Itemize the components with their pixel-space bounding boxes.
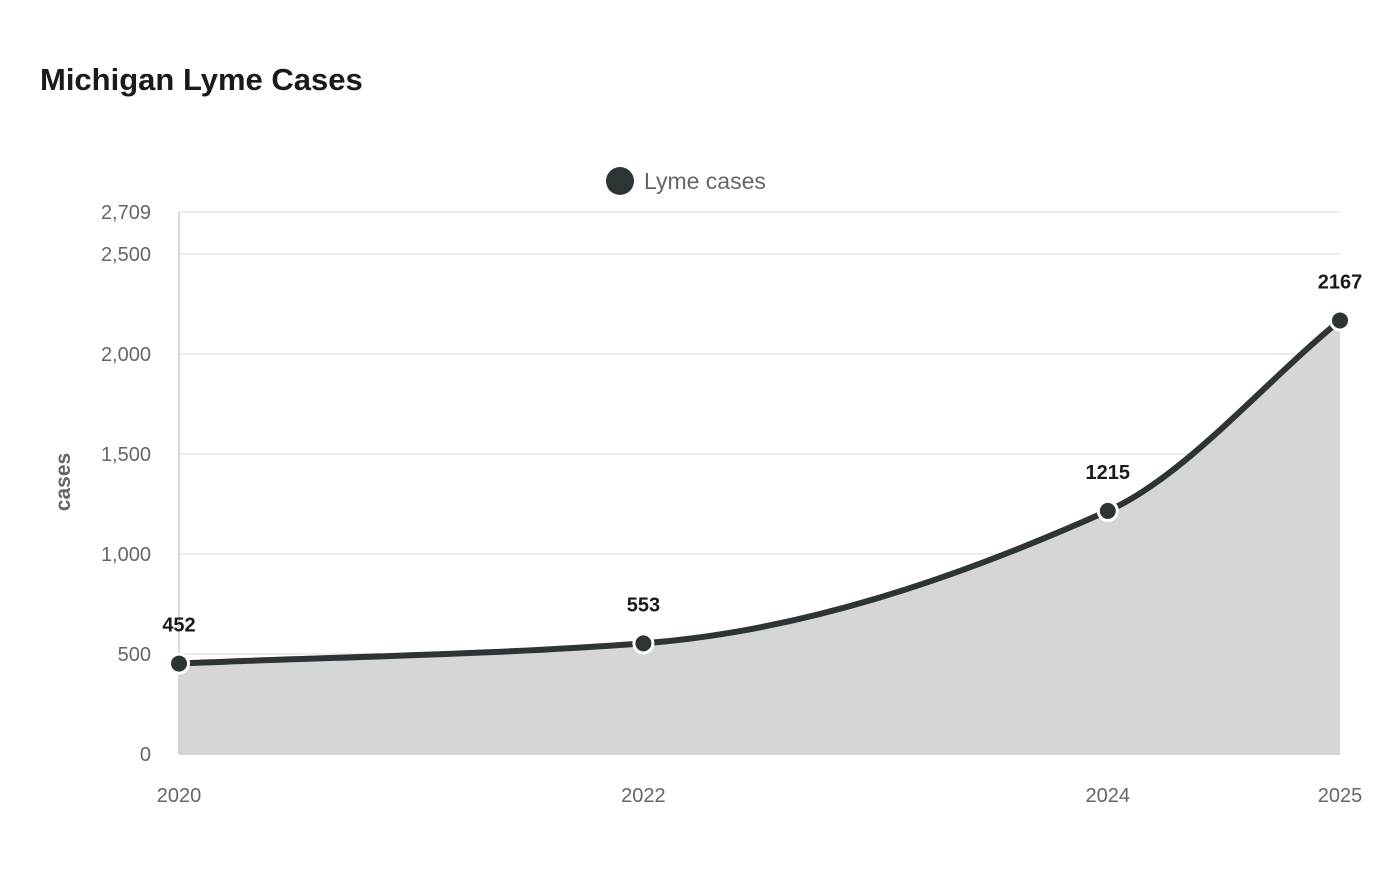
data-labels: 452 553 1215 2167 [162, 271, 1362, 636]
data-point[interactable] [1329, 309, 1351, 332]
y-tick-label: 1,000 [101, 544, 151, 566]
data-point[interactable] [632, 632, 655, 655]
x-tick-label: 2024 [1086, 785, 1131, 807]
y-tick-label: 1,500 [101, 444, 151, 466]
data-label: 553 [627, 594, 660, 616]
chart-title: Michigan Lyme Cases [40, 62, 363, 97]
data-label: 1215 [1086, 462, 1131, 484]
data-point[interactable] [168, 652, 190, 675]
y-tick-label: 0 [140, 744, 151, 766]
area-fill [179, 320, 1340, 754]
y-tick-label: 2,500 [101, 244, 151, 266]
data-point[interactable] [1096, 499, 1119, 522]
data-points [168, 309, 1351, 675]
legend-label: Lyme cases [644, 168, 766, 194]
data-label: 452 [162, 615, 195, 637]
data-label: 2167 [1318, 271, 1363, 293]
series-line [176, 317, 1343, 667]
series-line-path [176, 317, 1343, 667]
legend[interactable]: Lyme cases [606, 167, 766, 195]
y-tick-label: 500 [118, 644, 151, 666]
y-tick-label: 2,709 [101, 202, 151, 224]
y-tick-label: 2,000 [101, 344, 151, 366]
legend-marker-icon [606, 167, 634, 195]
tick-labels: 0 500 1,000 1,500 2,000 2,500 2,709 2020 2022 202… [101, 202, 1362, 807]
x-tick-label: 2020 [157, 785, 202, 807]
x-tick-label: 2022 [621, 785, 666, 807]
y-axis-title: cases [52, 453, 75, 511]
series-area [179, 320, 1340, 754]
x-tick-label: 2025 [1318, 785, 1363, 807]
